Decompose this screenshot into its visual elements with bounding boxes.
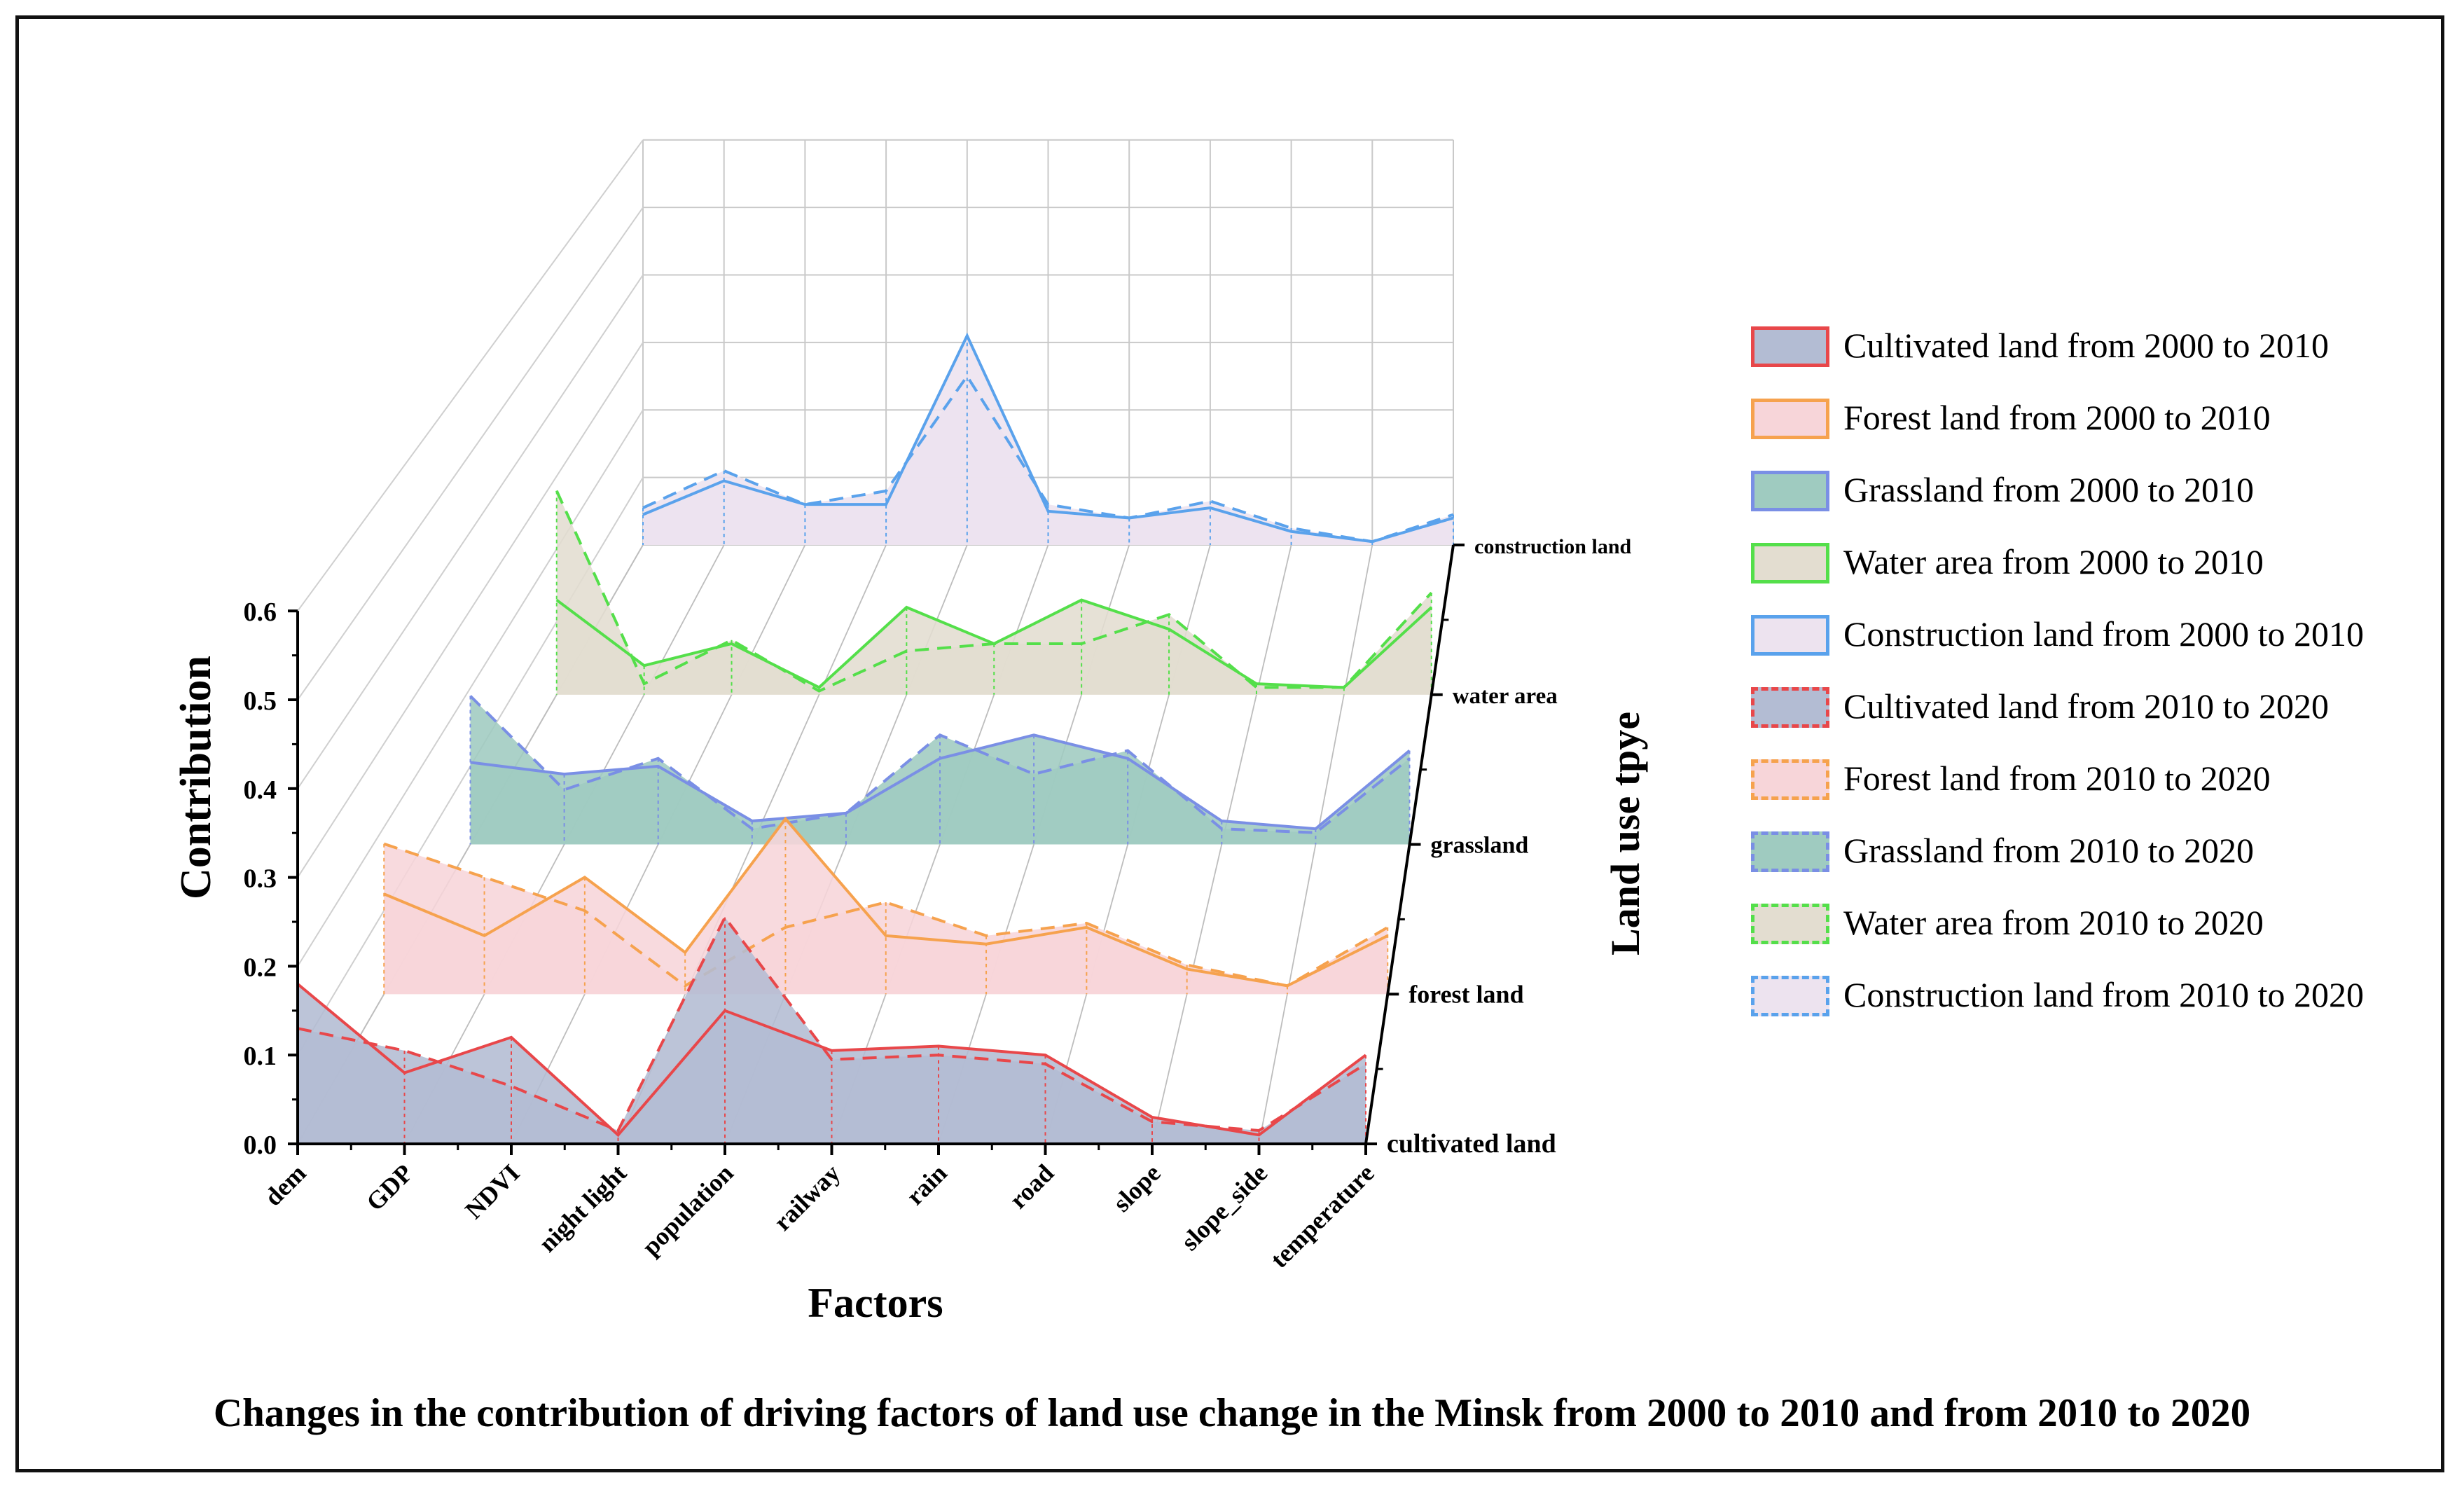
- series-layer: [296, 332, 1454, 1144]
- legend-swatch: [1751, 471, 1829, 511]
- area-forest-2000-2010: [384, 818, 1388, 995]
- y-tick-label: 0.0: [244, 1131, 277, 1160]
- x-tick-label: population: [637, 1159, 739, 1261]
- z-tick-label: construction land: [1474, 535, 1632, 558]
- legend-swatch: [1751, 543, 1829, 583]
- area-cultivated-2000-2010: [298, 983, 1366, 1144]
- legend-label: Grassland from 2000 to 2010: [1843, 470, 2255, 509]
- line-grassland-2010-2020: [469, 695, 1411, 834]
- x-tick-label: rain: [901, 1159, 953, 1210]
- y-tick-label: 0.6: [244, 598, 277, 627]
- legend-label: Grassland from 2010 to 2020: [1843, 831, 2255, 870]
- side-wall-grid: [297, 139, 644, 612]
- legend-swatch: [1751, 904, 1829, 944]
- axes-layer: [288, 544, 1465, 1155]
- side-wall-grid: [297, 207, 644, 700]
- line-cultivated-2010-2020: [297, 914, 1367, 1133]
- line-forest-2000-2010: [383, 816, 1389, 988]
- legend-label: Forest land from 2000 to 2010: [1843, 398, 2271, 437]
- y-tick-label: 0.1: [244, 1042, 277, 1071]
- z-tick-label: grassland: [1431, 833, 1529, 859]
- x-tick-label: slope_side: [1176, 1159, 1273, 1256]
- legend-swatch: [1751, 759, 1829, 800]
- z-tick-label: cultivated land: [1387, 1129, 1556, 1159]
- legend-swatch: [1751, 615, 1829, 656]
- series-group-water: [555, 490, 1433, 695]
- legend-label: Water area from 2000 to 2010: [1843, 542, 2264, 581]
- legend-swatch: [1751, 687, 1829, 728]
- x-tick-label: road: [1004, 1159, 1059, 1214]
- x-tick-label: railway: [768, 1159, 845, 1236]
- line-forest-2010-2020: [383, 842, 1389, 988]
- x-tick-label: slope: [1107, 1159, 1165, 1217]
- area-construction-2000-2010: [643, 336, 1453, 545]
- area-water-2000-2010: [556, 600, 1432, 695]
- x-tick-label: NDVI: [459, 1159, 525, 1224]
- area-construction-2010-2020: [643, 376, 1453, 545]
- z-tick-label: forest land: [1409, 980, 1523, 1008]
- line-grassland-2000-2010: [470, 733, 1411, 831]
- legend-swatch: [1751, 976, 1829, 1016]
- line-construction-2010-2020: [642, 373, 1454, 544]
- legend-label: Construction land from 2010 to 2020: [1843, 975, 2364, 1014]
- figure-frame: [15, 15, 2444, 1472]
- legend-label: Cultivated land from 2000 to 2010: [1843, 326, 2329, 365]
- z-axis-title: Land use tpye: [1603, 712, 1648, 955]
- area-grassland-2000-2010: [470, 735, 1410, 845]
- z-tick-label: water area: [1453, 684, 1558, 709]
- legend-label: Forest land from 2010 to 2020: [1843, 759, 2271, 798]
- side-wall-grid: [297, 342, 644, 878]
- y-tick-label: 0.5: [244, 686, 277, 716]
- line-construction-2000-2010: [642, 332, 1454, 544]
- series-group-forest: [383, 816, 1389, 995]
- series-group-construction: [642, 332, 1454, 545]
- legend-label: Construction land from 2000 to 2010: [1843, 614, 2364, 654]
- y-tick-label: 0.4: [244, 775, 277, 805]
- line-water-2000-2010: [555, 598, 1433, 689]
- legend-label: Cultivated land from 2010 to 2020: [1843, 686, 2329, 726]
- x-axis-title: Factors: [808, 1280, 943, 1326]
- legend-swatch: [1751, 399, 1829, 439]
- legend-swatch: [1751, 831, 1829, 872]
- y-tick-label: 0.3: [244, 864, 277, 894]
- x-tick-label: temperature: [1265, 1159, 1380, 1273]
- y-tick-label: 0.2: [244, 953, 277, 982]
- x-tick-label: dem: [259, 1159, 312, 1211]
- series-group-cultivated: [296, 914, 1367, 1144]
- figure-caption: Changes in the contribution of driving f…: [213, 1391, 2251, 1435]
- line-cultivated-2000-2010: [296, 983, 1367, 1138]
- legend-swatch: [1751, 326, 1829, 367]
- x-tick-label: night light: [533, 1159, 632, 1257]
- legend-label: Water area from 2010 to 2020: [1843, 903, 2264, 942]
- y-axis-title: Contribution: [172, 656, 220, 899]
- side-wall-grid: [297, 274, 644, 789]
- x-tick-label: GDP: [361, 1159, 418, 1216]
- side-wall-grid: [297, 409, 644, 967]
- series-group-grassland: [469, 695, 1411, 845]
